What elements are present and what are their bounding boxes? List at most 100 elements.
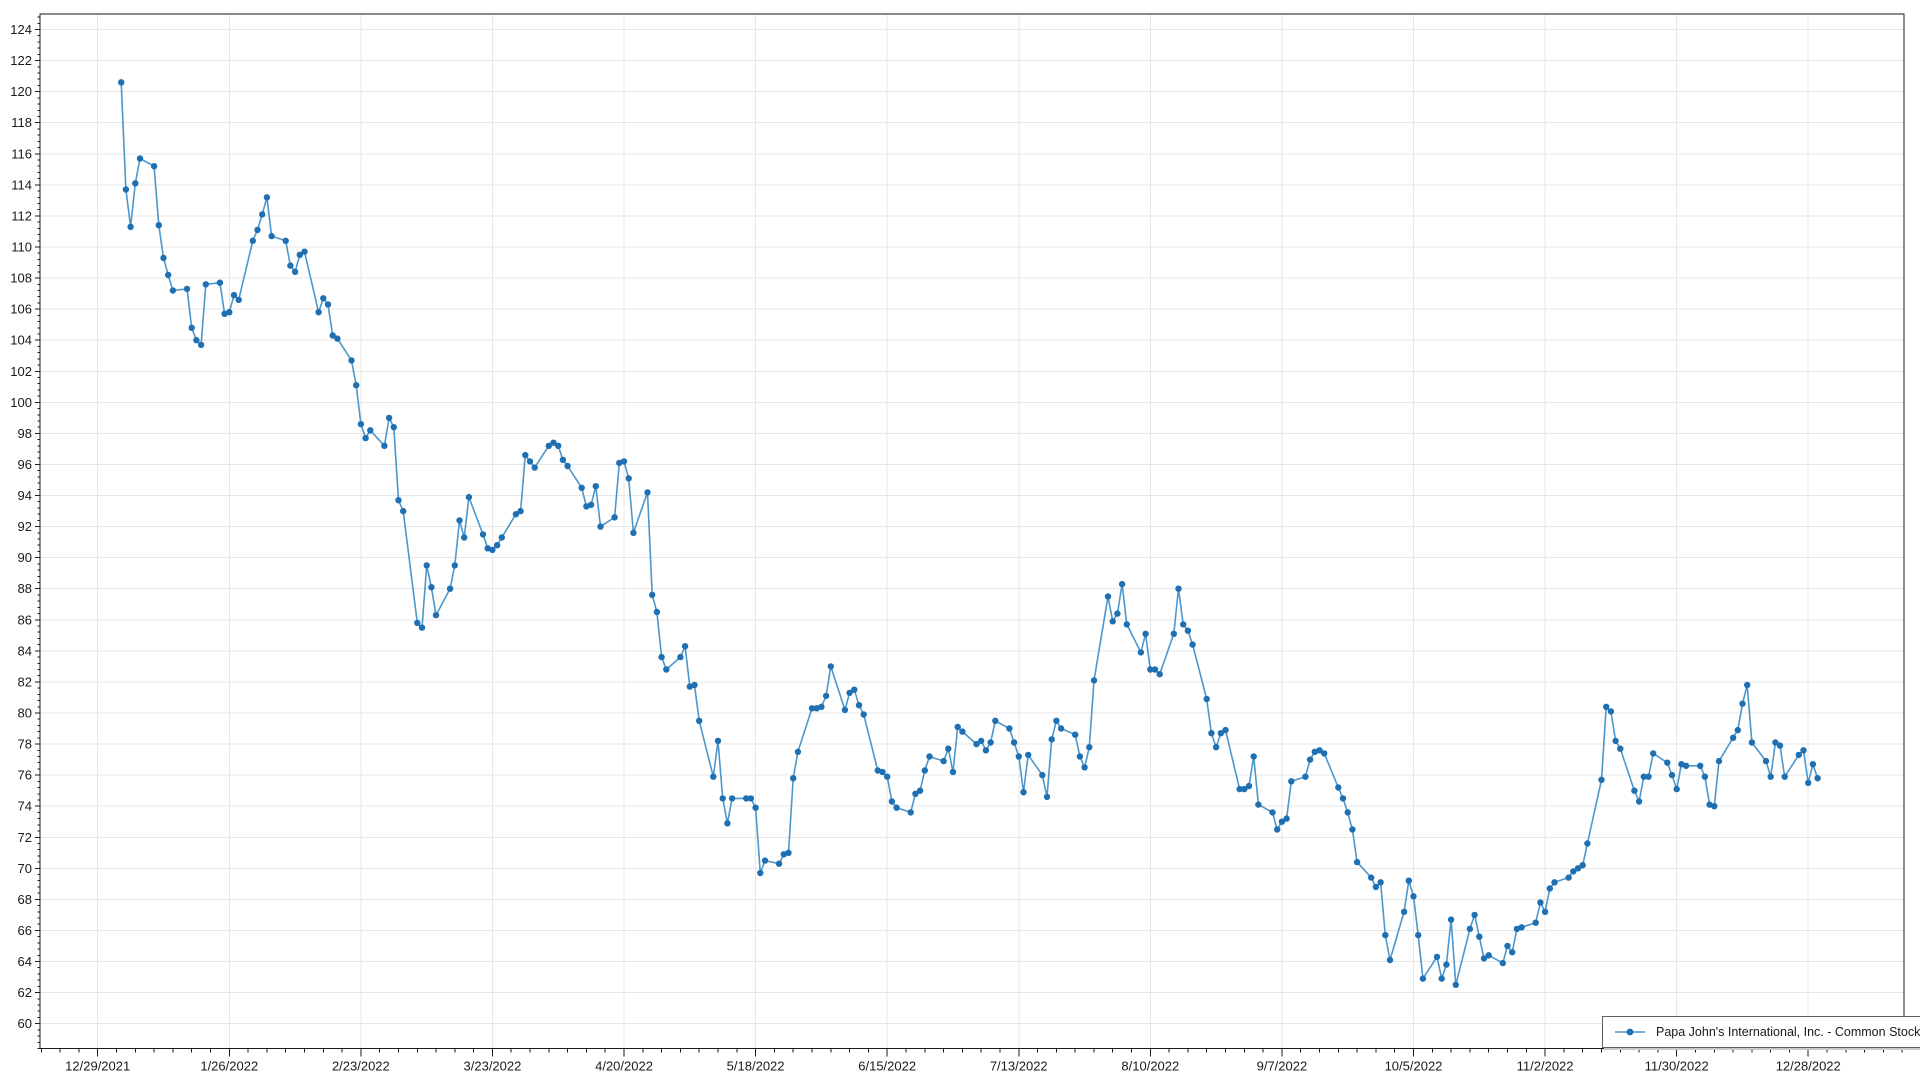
data-point-marker <box>719 795 726 802</box>
data-point-marker <box>1584 840 1591 847</box>
data-point-marker <box>653 608 661 616</box>
data-point-marker <box>1711 803 1718 810</box>
data-point-marker <box>761 857 769 864</box>
y-tick-label: 122 <box>10 53 32 68</box>
y-tick-label: 62 <box>18 985 32 1000</box>
y-tick-label: 76 <box>18 768 32 783</box>
data-point-marker <box>127 223 134 230</box>
data-point-marker <box>888 798 896 805</box>
data-point-marker <box>1386 956 1394 964</box>
data-point-marker <box>1438 975 1445 982</box>
data-point-marker <box>954 723 961 731</box>
data-point-marker <box>1466 925 1474 933</box>
data-point-marker <box>973 740 980 748</box>
data-point-marker <box>1537 899 1544 906</box>
data-point-marker <box>1734 726 1742 734</box>
data-point-marker <box>550 439 557 446</box>
data-point-marker <box>1405 877 1413 884</box>
data-point-marker <box>1118 580 1126 588</box>
data-point-marker <box>136 155 144 162</box>
data-point-marker <box>428 584 435 591</box>
data-point-marker <box>851 686 858 693</box>
data-point-marker <box>992 717 999 724</box>
x-tick-label: 10/5/2022 <box>1385 1059 1443 1074</box>
data-point-marker <box>282 237 289 244</box>
data-point-marker <box>1452 981 1460 988</box>
data-point-marker <box>757 869 764 877</box>
data-point-marker <box>658 653 665 661</box>
data-point-marker <box>348 357 355 364</box>
data-point-marker <box>400 507 407 515</box>
data-point-marker <box>493 542 501 549</box>
data-point-marker <box>710 773 717 780</box>
y-tick-label: 118 <box>11 115 32 130</box>
data-point-marker <box>202 281 209 288</box>
data-point-marker <box>1006 725 1013 732</box>
data-point-marker <box>592 483 599 490</box>
data-point-marker <box>724 820 731 827</box>
data-point-marker <box>1781 773 1788 780</box>
data-point-marker <box>1499 959 1507 967</box>
y-tick-label: 72 <box>18 830 32 845</box>
data-point-marker <box>611 514 618 521</box>
data-point-marker <box>1715 757 1723 765</box>
data-point-marker <box>489 546 496 554</box>
data-point-marker <box>1382 931 1389 939</box>
data-point-marker <box>1400 908 1408 915</box>
data-point-marker <box>432 611 440 619</box>
data-point-marker <box>1255 801 1262 808</box>
x-tick-label: 7/13/2022 <box>990 1059 1048 1074</box>
data-point-marker <box>1043 793 1051 801</box>
data-point-marker <box>479 531 487 538</box>
data-point-marker <box>921 767 928 774</box>
data-point-marker <box>1518 924 1525 931</box>
y-tick-label: 98 <box>18 426 32 441</box>
data-point-marker <box>1476 933 1483 940</box>
x-tick-label: 11/2/2022 <box>1517 1059 1574 1074</box>
data-point-marker <box>461 534 468 541</box>
data-point-marker <box>1565 874 1572 881</box>
data-point-marker <box>1156 671 1163 678</box>
data-point-marker <box>1316 747 1323 754</box>
data-point-marker <box>1269 809 1276 816</box>
data-point-marker <box>841 706 849 714</box>
x-tick-label: 8/10/2022 <box>1121 1059 1179 1074</box>
data-point-marker <box>1795 751 1803 759</box>
data-point-marker <box>381 442 388 449</box>
data-point-marker <box>1447 916 1455 923</box>
data-point-marker <box>1104 593 1112 600</box>
legend-series-marker-icon <box>1615 1028 1645 1036</box>
data-point-marker <box>465 493 473 501</box>
data-point-marker <box>1114 610 1121 617</box>
data-point-marker <box>1762 757 1770 765</box>
data-point-marker <box>926 753 933 760</box>
data-point-marker <box>155 222 162 229</box>
data-point-marker <box>1010 739 1018 746</box>
data-point-marker <box>1236 785 1243 793</box>
data-point-marker <box>1814 775 1821 782</box>
data-point-marker <box>122 186 130 193</box>
data-point-marker <box>912 790 919 797</box>
data-point-marker <box>1147 666 1154 673</box>
data-point-marker <box>663 666 670 673</box>
data-point-marker <box>1603 703 1610 710</box>
plot-area[interactable] <box>40 14 1904 1049</box>
y-tick-label: 86 <box>18 612 32 627</box>
data-point-marker <box>1222 726 1229 734</box>
data-point-marker <box>1053 717 1060 724</box>
x-tick-label: 2/23/2022 <box>332 1059 390 1074</box>
data-point-marker <box>512 511 520 518</box>
data-point-marker <box>1772 739 1779 746</box>
data-point-marker <box>150 163 158 170</box>
data-point-marker <box>1020 789 1027 796</box>
data-point-marker <box>1767 773 1774 780</box>
y-tick-label: 110 <box>11 239 32 254</box>
data-point-marker <box>879 768 886 776</box>
y-tick-label: 120 <box>10 84 32 99</box>
data-point-marker <box>1241 785 1248 793</box>
data-point-marker <box>644 489 651 496</box>
data-point-marker <box>1170 630 1178 637</box>
data-point-marker <box>1415 931 1422 939</box>
data-point-marker <box>353 382 360 389</box>
